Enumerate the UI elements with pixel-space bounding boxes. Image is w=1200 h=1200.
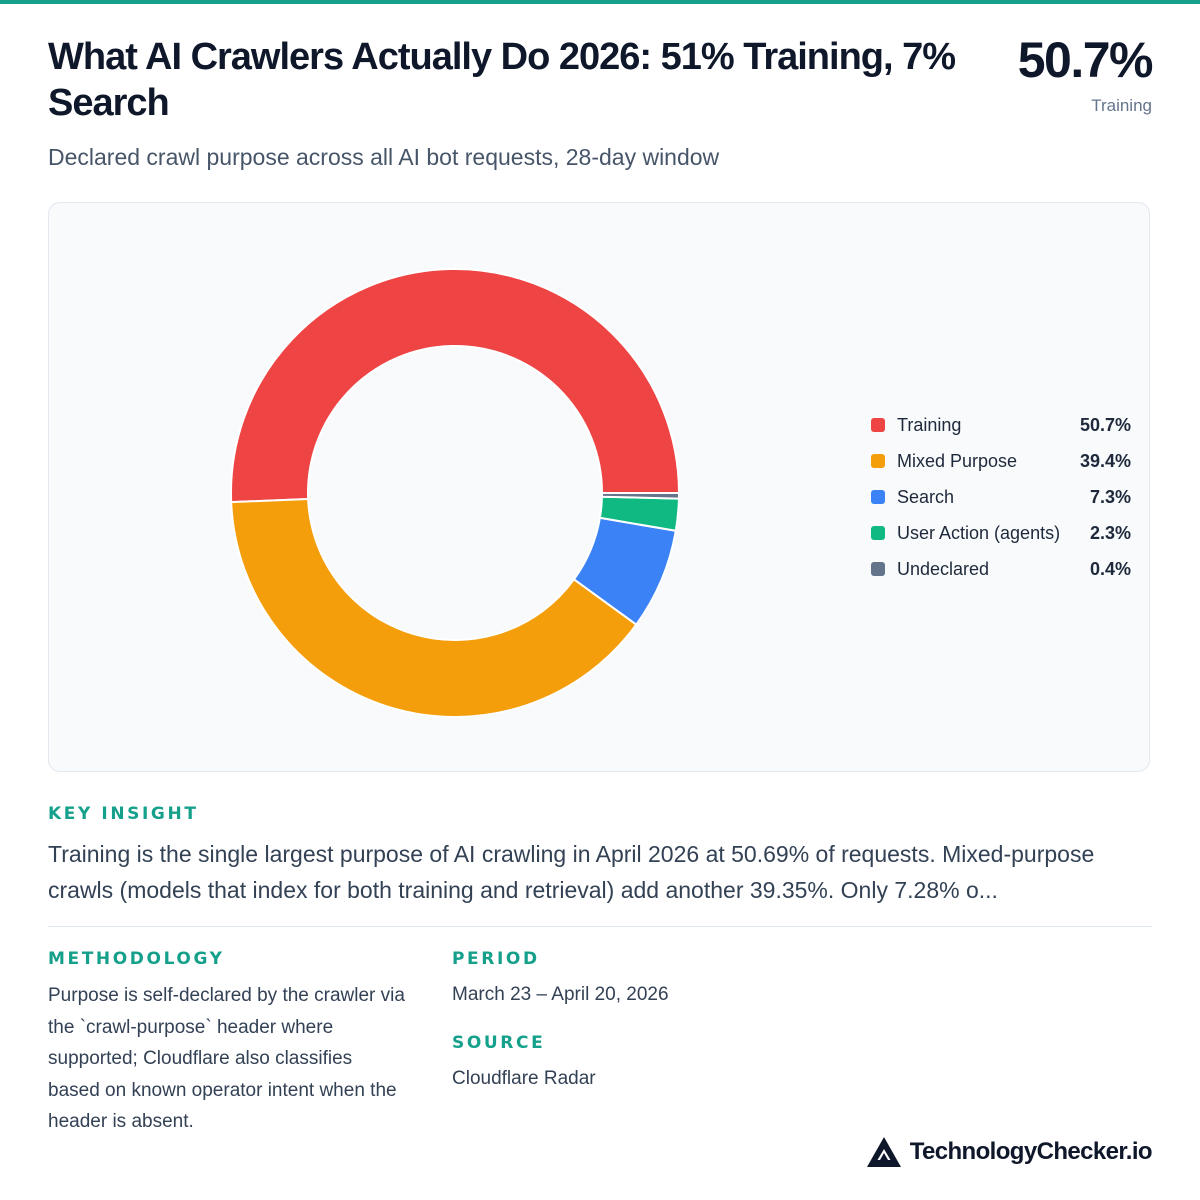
key-insight-text: Training is the single largest purpose o…	[48, 836, 1152, 908]
legend-value: 2.3%	[1089, 523, 1131, 543]
legend-value: 0.4%	[1089, 559, 1131, 579]
legend-swatch	[871, 562, 885, 576]
donut-chart	[230, 268, 681, 718]
source-text: Cloudflare Radar	[452, 1068, 596, 1089]
legend-label: User Action (agents)	[897, 523, 1061, 543]
legend-item-user-action-agents: User Action (agents) 2.3%	[871, 516, 1133, 552]
key-insight-heading: KEY INSIGHT	[48, 804, 199, 824]
key-insight-body: Training is the single largest purpose o…	[48, 841, 1095, 903]
source-heading: SOURCE	[452, 1033, 546, 1053]
legend-label: Mixed Purpose	[897, 451, 1018, 471]
legend-item-mixed-purpose: Mixed Purpose 39.4%	[871, 444, 1133, 480]
methodology-heading: METHODOLOGY	[48, 949, 225, 969]
legend-label: Undeclared	[897, 559, 990, 579]
legend-value: 7.3%	[1089, 487, 1131, 507]
page-subtitle: Declared crawl purpose across all AI bot…	[48, 144, 720, 170]
legend-swatch	[871, 454, 885, 468]
period-heading: PERIOD	[452, 949, 540, 969]
triangle-logo-icon	[866, 1137, 901, 1167]
legend-item-undeclared: Undeclared 0.4%	[871, 552, 1133, 588]
legend-value: 50.7%	[1079, 415, 1131, 435]
legend-swatch	[871, 526, 885, 540]
accent-top-bar	[0, 0, 1200, 4]
legend-label: Training	[897, 415, 962, 435]
headline-stat-label: Training	[1091, 96, 1152, 115]
chart-card: Training 50.7% Mixed Purpose 39.4% Search 7.3…	[48, 202, 1150, 772]
period-text: March 23 – April 20, 2026	[452, 984, 669, 1005]
brand-name: TechnologyChecker.io	[909, 1138, 1153, 1165]
legend-value: 39.4%	[1079, 451, 1131, 471]
legend-item-search: Search 7.3%	[871, 480, 1133, 516]
donut-slice-undeclared	[600, 492, 681, 500]
chart-legend: Training 50.7% Mixed Purpose 39.4% Search 7.3…	[871, 408, 1133, 588]
donut-slice-training	[230, 268, 681, 504]
legend-swatch	[871, 418, 885, 432]
brand-logo: TechnologyChecker.io	[866, 1134, 1153, 1170]
headline-stat-value: 50.7%	[1017, 32, 1154, 88]
legend-swatch	[871, 490, 885, 504]
legend-item-training: Training 50.7%	[871, 408, 1133, 444]
section-divider	[48, 926, 1152, 927]
page-title: What AI Crawlers Actually Do 2026: 51% T…	[48, 36, 956, 124]
legend-label: Search	[897, 487, 955, 507]
donut-slice-mixed-purpose	[230, 497, 638, 718]
methodology-text: Purpose is self-declared by the crawler …	[48, 985, 405, 1132]
